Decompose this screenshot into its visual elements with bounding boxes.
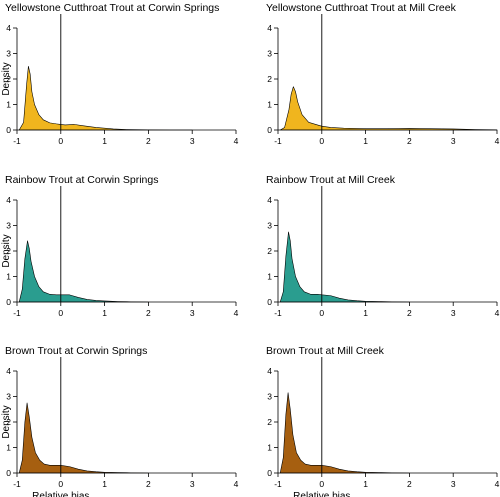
y-tick-label: 4: [267, 195, 272, 205]
x-tick-label: -1: [274, 308, 282, 318]
panel-6: Brown Trout at Mill Creek-1 0 1 2 3 401234Rel…: [266, 345, 500, 497]
panel-2: Yellowstone Cutthroat Trout at Mill Cree…: [266, 2, 500, 146]
x-tick-label: 0: [319, 308, 324, 318]
x-axis-label: Relative bias: [32, 491, 89, 497]
y-tick-label: 0: [267, 297, 272, 307]
y-tick-label: 0: [6, 468, 11, 478]
panel-5: Brown Trout at Corwin Springs-1 0 1 2 3 40123…: [1, 345, 239, 497]
x-tick-label: 2: [407, 308, 412, 318]
x-tick-label: 0: [319, 136, 324, 146]
x-tick-label: 1: [363, 479, 368, 489]
y-tick-label: 3: [6, 392, 11, 402]
y-tick-label: 4: [267, 23, 272, 33]
density-area: [279, 231, 410, 303]
x-tick-label: 3: [190, 479, 195, 489]
x-tick-label: 4: [234, 479, 239, 489]
x-axis-label: Relative bias: [293, 491, 350, 497]
x-tick-label: 3: [190, 308, 195, 318]
y-tick-label: 4: [6, 23, 11, 33]
x-tick-label: 2: [146, 136, 151, 146]
x-tick-label: 1: [102, 308, 107, 318]
y-tick-label: 4: [6, 366, 11, 376]
y-tick-label: 2: [267, 246, 272, 256]
panel-1: Yellowstone Cutthroat Trout at Corwin Sp…: [1, 2, 239, 146]
x-tick-label: 3: [451, 479, 456, 489]
y-tick-label: 3: [6, 221, 11, 231]
y-tick-label: 1: [267, 272, 272, 282]
y-tick-label: 3: [267, 49, 272, 59]
x-tick-label: 3: [451, 136, 456, 146]
y-tick-label: 4: [267, 366, 272, 376]
density-area: [18, 65, 193, 131]
y-tick-label: 1: [6, 443, 11, 453]
y-tick-label: 0: [267, 125, 272, 135]
density-area: [18, 402, 149, 474]
panel-title: Rainbow Trout at Corwin Springs: [5, 174, 159, 186]
x-tick-label: 1: [102, 479, 107, 489]
x-tick-label: 4: [495, 136, 500, 146]
density-area: [279, 392, 410, 474]
x-tick-label: 4: [495, 308, 500, 318]
x-tick-label: 0: [319, 479, 324, 489]
y-tick-label: 1: [267, 100, 272, 110]
panel-3: Rainbow Trout at Corwin Springs-1 0 1 2 3 401…: [1, 174, 239, 318]
y-tick-label: 2: [6, 417, 11, 427]
y-tick-label: 0: [267, 468, 272, 478]
y-axis-label: Density: [1, 234, 12, 267]
y-tick-label: 3: [267, 392, 272, 402]
x-tick-label: -1: [274, 479, 282, 489]
x-tick-label: 0: [58, 308, 63, 318]
y-tick-label: 0: [6, 297, 11, 307]
y-tick-label: 2: [6, 246, 11, 256]
y-axis-label: Density: [1, 62, 12, 95]
x-tick-label: 2: [407, 136, 412, 146]
density-area: [279, 86, 498, 131]
y-tick-label: 3: [267, 221, 272, 231]
x-tick-label: 0: [58, 479, 63, 489]
y-tick-label: 3: [6, 49, 11, 59]
x-tick-label: 3: [451, 308, 456, 318]
y-tick-label: 2: [6, 74, 11, 84]
x-tick-label: 1: [363, 308, 368, 318]
x-tick-label: 2: [407, 479, 412, 489]
y-axis-label: Density: [1, 405, 12, 438]
x-tick-label: -1: [13, 308, 21, 318]
y-tick-label: 2: [267, 417, 272, 427]
x-tick-label: 4: [234, 308, 239, 318]
x-tick-label: 0: [58, 136, 63, 146]
density-area: [18, 240, 149, 303]
x-tick-label: 4: [234, 136, 239, 146]
y-tick-label: 4: [6, 195, 11, 205]
y-tick-label: 2: [267, 74, 272, 84]
y-tick-label: 1: [6, 100, 11, 110]
x-tick-label: 3: [190, 136, 195, 146]
y-tick-label: 1: [6, 272, 11, 282]
x-tick-label: 1: [363, 136, 368, 146]
x-tick-label: 2: [146, 308, 151, 318]
panel-title: Brown Trout at Corwin Springs: [5, 345, 147, 357]
panel-title: Brown Trout at Mill Creek: [266, 345, 385, 357]
x-tick-label: 1: [102, 136, 107, 146]
x-tick-label: -1: [274, 136, 282, 146]
x-tick-label: -1: [13, 136, 21, 146]
x-tick-label: -1: [13, 479, 21, 489]
panel-title: Yellowstone Cutthroat Trout at Mill Cree…: [266, 2, 457, 14]
panel-title: Rainbow Trout at Mill Creek: [266, 174, 396, 186]
x-tick-label: 4: [495, 479, 500, 489]
y-tick-label: 0: [6, 125, 11, 135]
x-tick-label: 2: [146, 479, 151, 489]
y-tick-label: 1: [267, 443, 272, 453]
panel-title: Yellowstone Cutthroat Trout at Corwin Sp…: [5, 2, 219, 14]
